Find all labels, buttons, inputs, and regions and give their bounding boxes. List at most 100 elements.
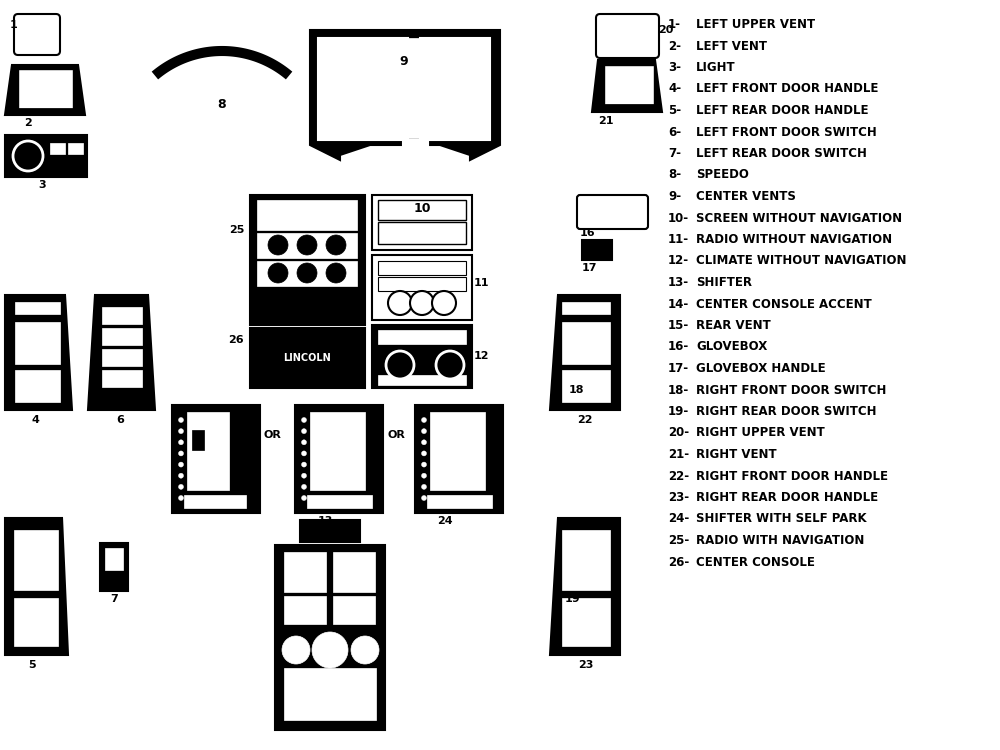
Text: 16-: 16-: [668, 340, 689, 353]
Text: 23-: 23-: [668, 491, 689, 504]
Text: LEFT FRONT DOOR HANDLE: LEFT FRONT DOOR HANDLE: [696, 82, 878, 95]
Text: 1-: 1-: [668, 18, 681, 31]
Circle shape: [302, 496, 306, 500]
Text: CLIMATE WITHOUT NAVIGATION: CLIMATE WITHOUT NAVIGATION: [696, 254, 906, 268]
Text: 22-: 22-: [668, 470, 689, 482]
Circle shape: [410, 291, 434, 315]
Text: 5: 5: [28, 660, 36, 670]
Circle shape: [326, 235, 346, 255]
Circle shape: [388, 291, 412, 315]
Text: 8: 8: [218, 98, 226, 111]
Bar: [284, 596, 326, 624]
Circle shape: [302, 429, 306, 433]
Bar: [562, 322, 610, 364]
Circle shape: [422, 451, 426, 456]
Bar: [378, 200, 466, 220]
Circle shape: [422, 462, 426, 467]
Text: 14: 14: [322, 525, 338, 535]
Text: SHIFTER WITH SELF PARK: SHIFTER WITH SELF PARK: [696, 512, 867, 526]
FancyBboxPatch shape: [577, 195, 648, 229]
Circle shape: [422, 429, 426, 433]
Bar: [604, 104, 654, 110]
Text: 3-: 3-: [668, 61, 681, 74]
Text: RADIO WITH NAVIGATION: RADIO WITH NAVIGATION: [696, 534, 864, 547]
Text: CENTER CONSOLE: CENTER CONSOLE: [696, 556, 815, 568]
Polygon shape: [550, 295, 620, 410]
Text: 12: 12: [474, 351, 490, 361]
Text: RADIO WITHOUT NAVIGATION: RADIO WITHOUT NAVIGATION: [696, 233, 892, 246]
Bar: [300, 520, 360, 542]
Text: 19: 19: [564, 594, 580, 604]
Text: 24: 24: [437, 516, 453, 526]
Bar: [415, 405, 503, 513]
Text: 19-: 19-: [668, 405, 689, 418]
Circle shape: [302, 451, 306, 456]
Bar: [333, 552, 375, 592]
Bar: [562, 302, 610, 314]
Text: RIGHT FRONT DOOR HANDLE: RIGHT FRONT DOOR HANDLE: [696, 470, 888, 482]
Text: 21-: 21-: [668, 448, 689, 461]
Polygon shape: [5, 65, 85, 115]
Text: 10-: 10-: [668, 211, 689, 224]
Circle shape: [302, 440, 306, 445]
Bar: [295, 405, 383, 513]
Bar: [18, 69, 73, 109]
Bar: [558, 543, 586, 591]
Circle shape: [422, 440, 426, 445]
Bar: [15, 302, 60, 314]
Bar: [378, 261, 466, 275]
Text: 26: 26: [228, 335, 244, 345]
Circle shape: [432, 291, 456, 315]
Text: RIGHT UPPER VENT: RIGHT UPPER VENT: [696, 427, 825, 439]
Text: 20: 20: [658, 25, 673, 35]
Bar: [378, 330, 466, 344]
Bar: [562, 370, 610, 402]
Circle shape: [268, 235, 288, 255]
Text: RIGHT REAR DOOR SWITCH: RIGHT REAR DOOR SWITCH: [696, 405, 876, 418]
Bar: [318, 38, 408, 140]
Bar: [378, 277, 466, 291]
Circle shape: [436, 351, 464, 379]
Polygon shape: [550, 518, 620, 655]
Circle shape: [422, 473, 426, 478]
Text: 15-: 15-: [668, 319, 689, 332]
Circle shape: [178, 484, 184, 489]
Text: 9-: 9-: [668, 190, 681, 203]
Text: 10: 10: [413, 202, 431, 214]
Circle shape: [297, 263, 317, 283]
Bar: [333, 596, 375, 624]
Text: 13-: 13-: [668, 276, 689, 289]
Text: LEFT VENT: LEFT VENT: [696, 40, 767, 53]
Text: 26-: 26-: [668, 556, 689, 568]
Text: 16: 16: [580, 228, 596, 238]
Text: 25-: 25-: [668, 534, 689, 547]
Circle shape: [178, 418, 184, 422]
Bar: [250, 328, 365, 388]
Bar: [187, 412, 229, 490]
Bar: [257, 261, 357, 286]
Text: LEFT REAR DOOR SWITCH: LEFT REAR DOOR SWITCH: [696, 147, 867, 160]
Bar: [562, 530, 610, 590]
Circle shape: [422, 496, 426, 500]
Text: SHIFTER: SHIFTER: [696, 276, 752, 289]
Text: 2-: 2-: [668, 40, 681, 53]
Circle shape: [302, 418, 306, 422]
Bar: [184, 495, 246, 508]
Circle shape: [178, 451, 184, 456]
Text: SCREEN WITHOUT NAVIGATION: SCREEN WITHOUT NAVIGATION: [696, 211, 902, 224]
Bar: [250, 195, 365, 325]
Bar: [430, 412, 485, 490]
Bar: [18, 108, 73, 113]
Bar: [100, 543, 128, 591]
Text: RIGHT VENT: RIGHT VENT: [696, 448, 777, 461]
Text: 9: 9: [400, 55, 408, 68]
FancyBboxPatch shape: [596, 14, 659, 58]
Text: 18: 18: [568, 385, 584, 395]
Text: 21: 21: [598, 116, 614, 126]
Bar: [192, 430, 204, 450]
Bar: [14, 598, 58, 646]
Text: LINCOLN: LINCOLN: [283, 353, 331, 363]
Bar: [15, 322, 60, 364]
Text: LEFT FRONT DOOR SWITCH: LEFT FRONT DOOR SWITCH: [696, 125, 877, 139]
Bar: [275, 545, 385, 730]
